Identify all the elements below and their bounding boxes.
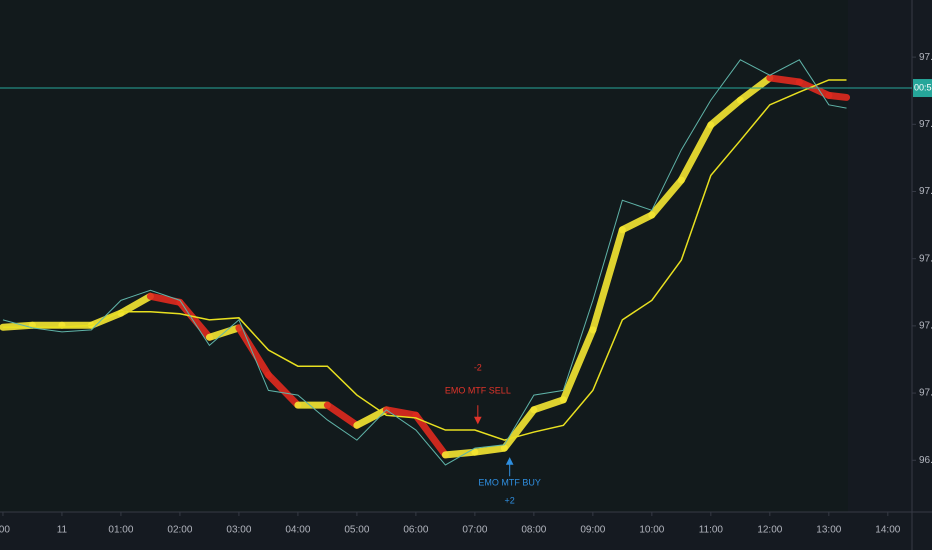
signal-arrow (505, 457, 514, 477)
y-tick-label: 97.40 (919, 119, 932, 130)
fast-ema-segment (766, 74, 803, 86)
slow-ema-line (2, 79, 847, 441)
fast-ema-segment (648, 176, 685, 219)
fast-ema-segment (736, 74, 774, 104)
signal-sub: +2 (505, 496, 515, 506)
fast-ema-segment (825, 91, 851, 101)
fast-ema-segment (795, 78, 833, 99)
x-tick-label: 05:00 (344, 525, 369, 536)
y-tick-label: 97.50 (919, 52, 932, 63)
x-tick-label: 11:00 (699, 525, 724, 536)
x-tick-label: 09:00 (580, 525, 605, 536)
fast-ema-segment (323, 401, 361, 429)
countdown-label: 00:58 (914, 82, 932, 92)
fast-ema-segment (146, 292, 184, 306)
x-tick-label: 06:00 (403, 525, 428, 536)
fast-ema-segment (500, 406, 538, 452)
x-tick-label: 04:00 (285, 525, 310, 536)
x-tick-label: 02:00 (167, 525, 192, 536)
signal-sub: -2 (474, 363, 482, 373)
fast-ema-segment (382, 406, 420, 419)
signal-label: EMO MTF SELL (445, 386, 511, 396)
x-tick-label: 14:00 (875, 525, 900, 536)
fast-ema-segment (264, 371, 302, 409)
y-tick-label: 96.90 (919, 455, 932, 466)
fast-ema-segment (559, 326, 597, 404)
y-tick-label: 97.00 (919, 388, 932, 399)
fast-ema-segment (707, 96, 744, 129)
fast-ema-segment (471, 444, 508, 456)
x-tick-label: 11 (57, 525, 68, 536)
y-tick-label: 97.30 (919, 186, 932, 197)
signal-label: EMO MTF BUY (478, 478, 541, 488)
price-line (2, 59, 847, 466)
x-tick-label: 12:00 (757, 525, 782, 536)
fast-ema-segment (117, 292, 154, 317)
x-tick-label: 13:00 (816, 525, 841, 536)
fast-ema-segment (530, 396, 567, 414)
x-tick-label: :00 (0, 525, 10, 536)
fast-ema-segment (589, 226, 626, 334)
x-tick-label: 08:00 (521, 525, 546, 536)
plot-background (0, 0, 848, 512)
fast-ema-segment (235, 324, 272, 379)
fast-ema-segment (412, 411, 449, 459)
fast-ema-segment (618, 211, 656, 234)
x-tick-label: 01:00 (108, 525, 133, 536)
y-tick-label: 97.20 (919, 253, 932, 264)
x-tick-label: 07:00 (462, 525, 487, 536)
fast-ema-segment (677, 121, 715, 184)
x-tick-label: 10:00 (639, 525, 664, 536)
y-tick-label: 97.10 (919, 321, 932, 332)
x-tick-label: 03:00 (226, 525, 251, 536)
signal-arrow (474, 405, 482, 425)
current-price-box (913, 79, 932, 98)
fast-ema-segment (441, 448, 479, 459)
